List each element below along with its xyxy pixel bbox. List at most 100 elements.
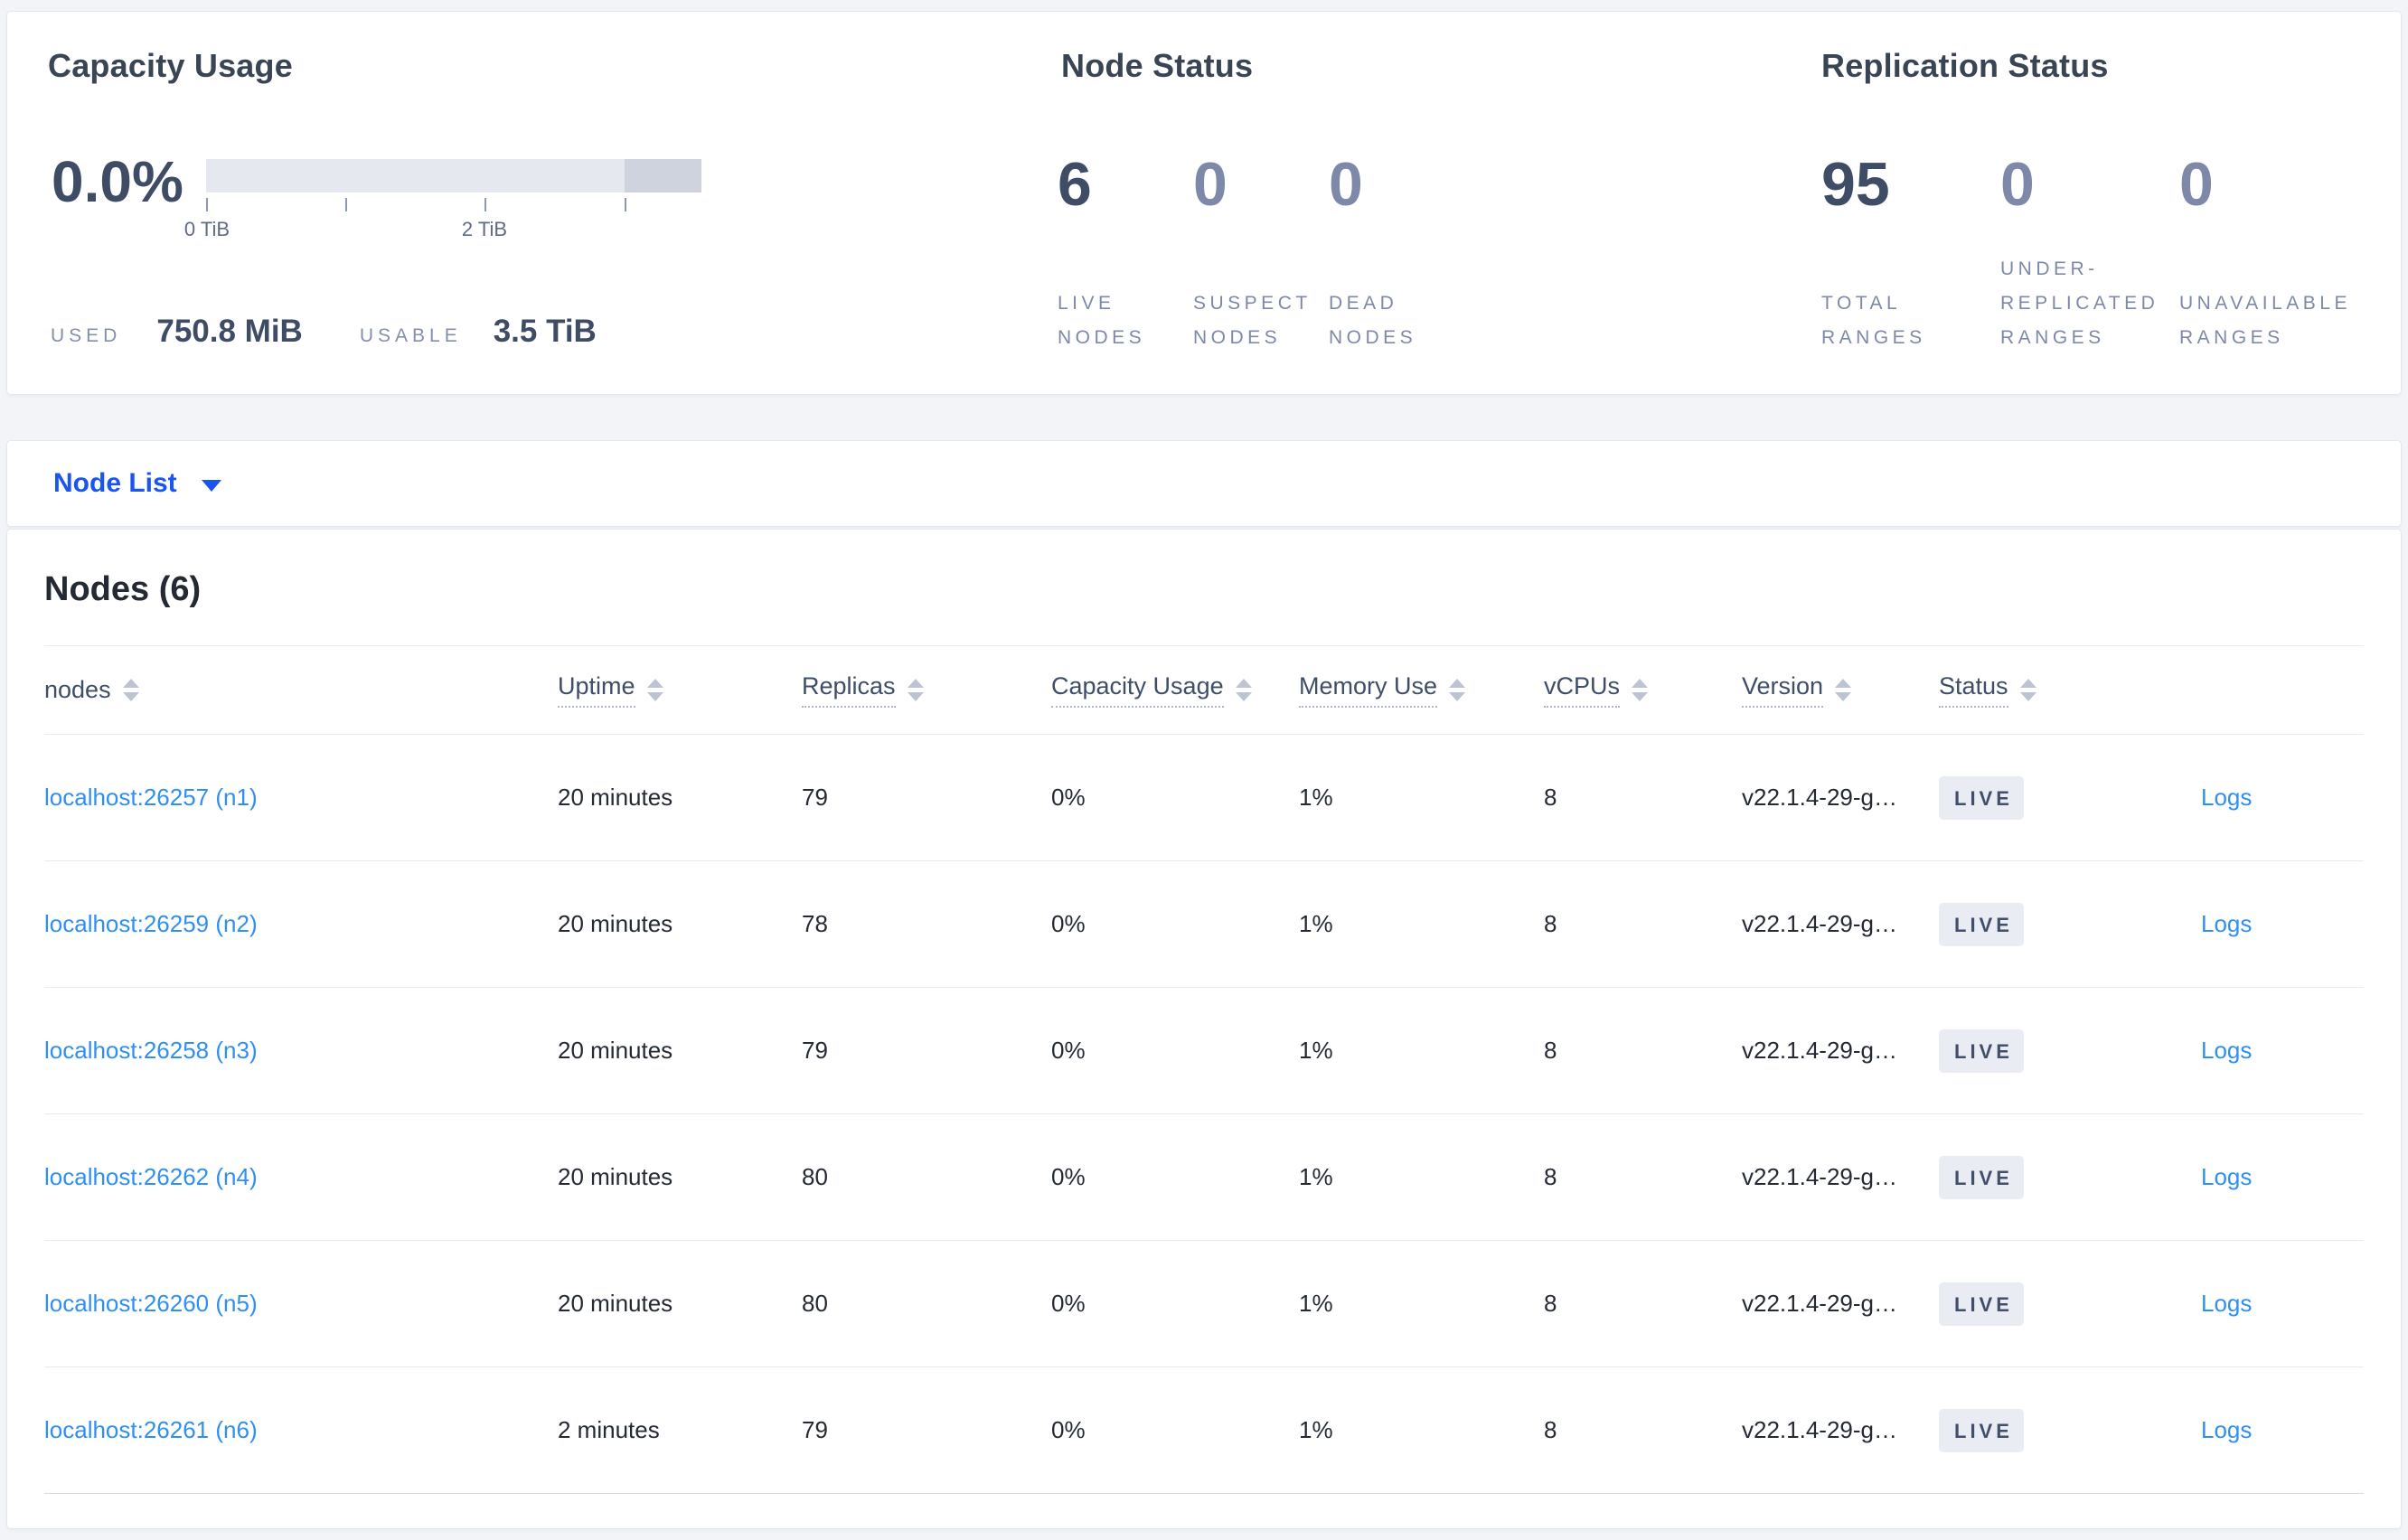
replicas-cell: 78	[802, 860, 1051, 988]
node-list-dropdown-label: Node List	[53, 468, 177, 498]
replicas-cell: 79	[802, 987, 1051, 1114]
version-cell: v22.1.4-29-g…	[1742, 734, 1939, 861]
node-status-title: Node Status	[1061, 47, 1254, 84]
vcpus-cell: 8	[1544, 987, 1742, 1114]
capacity-usage-cell: 0%	[1051, 860, 1299, 988]
live-nodes-label: LIVE NODES	[1058, 293, 1146, 348]
unavailable-ranges-label: UNAVAILABLE RANGES	[2179, 293, 2351, 348]
version-cell: v22.1.4-29-g…	[1742, 1366, 1939, 1494]
node-link[interactable]: localhost:26257 (n1)	[44, 784, 258, 811]
node-link[interactable]: localhost:26262 (n4)	[44, 1163, 258, 1190]
column-header-logs	[2201, 645, 2364, 735]
vcpus-cell: 8	[1544, 734, 1742, 861]
version-cell: v22.1.4-29-g…	[1742, 1240, 1939, 1367]
nodes-overview-panel: Nodes (6) nodes Uptime Replicas	[6, 529, 2402, 1529]
capacity-used-usable-row: USED 750.8 MiB USABLE 3.5 TiB	[51, 314, 597, 350]
status-badge: LIVE	[1939, 775, 2024, 820]
capacity-axis-tick	[625, 198, 626, 211]
uptime-cell: 20 minutes	[558, 860, 802, 988]
live-nodes-stat: 6 LIVE NODES	[1058, 153, 1193, 355]
dead-nodes-count: 0	[1329, 150, 1363, 219]
column-header-capacity-usage[interactable]: Capacity Usage	[1051, 645, 1299, 735]
uptime-cell: 20 minutes	[558, 1240, 802, 1367]
uptime-cell: 20 minutes	[558, 734, 802, 861]
nodes-table: nodes Uptime Replicas Capacity Usage Mem…	[44, 645, 2364, 1494]
unavailable-ranges-count: 0	[2179, 150, 2214, 219]
logs-link[interactable]: Logs	[2201, 1416, 2253, 1443]
memory-use-cell: 1%	[1299, 860, 1544, 988]
sort-icon	[1835, 679, 1852, 701]
capacity-used-percent: 0.0%	[52, 149, 183, 214]
capacity-usage-cell: 0%	[1051, 987, 1299, 1114]
replication-stats: 95 TOTAL RANGES 0 UNDER-REPLICATED RANGE…	[1821, 153, 2358, 355]
total-ranges-count: 95	[1821, 150, 1890, 219]
memory-use-cell: 1%	[1299, 1240, 1544, 1367]
table-row: localhost:26257 (n1) 20 minutes 79 0% 1%…	[44, 734, 2364, 861]
column-header-nodes[interactable]: nodes	[44, 645, 558, 735]
nodes-section-title: Nodes (6)	[44, 570, 202, 608]
suspect-nodes-label: SUSPECT NODES	[1193, 293, 1312, 348]
status-badge: LIVE	[1939, 1155, 2024, 1199]
dead-nodes-stat: 0 DEAD NODES	[1329, 153, 1464, 355]
memory-use-cell: 1%	[1299, 1366, 1544, 1494]
live-nodes-count: 6	[1058, 150, 1092, 219]
capacity-usage-cell: 0%	[1051, 1366, 1299, 1494]
capacity-bar-extra-segment	[625, 159, 701, 192]
logs-link[interactable]: Logs	[2201, 784, 2253, 811]
column-header-uptime[interactable]: Uptime	[558, 645, 802, 735]
replicas-cell: 79	[802, 1366, 1051, 1494]
uptime-cell: 2 minutes	[558, 1366, 802, 1494]
sort-icon	[1235, 679, 1252, 701]
status-badge: LIVE	[1939, 902, 2024, 946]
node-link[interactable]: localhost:26261 (n6)	[44, 1416, 258, 1443]
node-link[interactable]: localhost:26260 (n5)	[44, 1290, 258, 1317]
under-replicated-ranges-label: UNDER-REPLICATED RANGES	[2000, 258, 2159, 348]
logs-link[interactable]: Logs	[2201, 1037, 2253, 1064]
capacity-usage-cell: 0%	[1051, 1240, 1299, 1367]
replicas-cell: 80	[802, 1113, 1051, 1241]
capacity-usage-cell: 0%	[1051, 734, 1299, 861]
memory-use-cell: 1%	[1299, 734, 1544, 861]
column-header-memory-use[interactable]: Memory Use	[1299, 645, 1544, 735]
cluster-summary-panel: Capacity Usage 0.0% 0 TiB 2 TiB USED 750…	[6, 11, 2402, 395]
sort-icon	[1449, 679, 1466, 701]
sort-icon	[1632, 679, 1649, 701]
replicas-cell: 79	[802, 734, 1051, 861]
under-replicated-ranges-count: 0	[2000, 150, 2035, 219]
capacity-usage-cell: 0%	[1051, 1113, 1299, 1241]
table-row: localhost:26262 (n4) 20 minutes 80 0% 1%…	[44, 1113, 2364, 1241]
usable-value: 3.5 TiB	[493, 314, 597, 349]
column-header-version[interactable]: Version	[1742, 645, 1939, 735]
node-link[interactable]: localhost:26259 (n2)	[44, 910, 258, 937]
uptime-cell: 20 minutes	[558, 1113, 802, 1241]
dead-nodes-label: DEAD NODES	[1329, 293, 1417, 348]
node-link[interactable]: localhost:26258 (n3)	[44, 1037, 258, 1064]
vcpus-cell: 8	[1544, 1366, 1742, 1494]
logs-link[interactable]: Logs	[2201, 1163, 2253, 1190]
chevron-down-icon	[201, 479, 221, 492]
table-header-row: nodes Uptime Replicas Capacity Usage Mem…	[44, 645, 2364, 735]
under-replicated-ranges-stat: 0 UNDER-REPLICATED RANGES	[2000, 153, 2179, 355]
capacity-axis-tick	[484, 198, 486, 211]
logs-link[interactable]: Logs	[2201, 1290, 2253, 1317]
table-row: localhost:26260 (n5) 20 minutes 80 0% 1%…	[44, 1240, 2364, 1367]
table-row: localhost:26258 (n3) 20 minutes 79 0% 1%…	[44, 987, 2364, 1114]
vcpus-cell: 8	[1544, 1240, 1742, 1367]
status-badge: LIVE	[1939, 1028, 2024, 1073]
replicas-cell: 80	[802, 1240, 1051, 1367]
sort-icon	[122, 679, 139, 701]
node-status-stats: 6 LIVE NODES 0 SUSPECT NODES 0 DEAD NODE…	[1058, 153, 1464, 355]
table-row: localhost:26261 (n6) 2 minutes 79 0% 1% …	[44, 1366, 2364, 1494]
suspect-nodes-count: 0	[1193, 150, 1228, 219]
status-badge: LIVE	[1939, 1408, 2024, 1452]
sort-icon	[907, 679, 924, 701]
column-header-status[interactable]: Status	[1939, 645, 2201, 735]
version-cell: v22.1.4-29-g…	[1742, 860, 1939, 988]
capacity-axis-tick	[345, 198, 347, 211]
logs-link[interactable]: Logs	[2201, 910, 2253, 937]
capacity-usage-bar	[206, 159, 701, 192]
column-header-replicas[interactable]: Replicas	[802, 645, 1051, 735]
node-list-dropdown[interactable]: Node List	[53, 468, 221, 499]
unavailable-ranges-stat: 0 UNAVAILABLE RANGES	[2179, 153, 2358, 355]
column-header-vcpus[interactable]: vCPUs	[1544, 645, 1742, 735]
